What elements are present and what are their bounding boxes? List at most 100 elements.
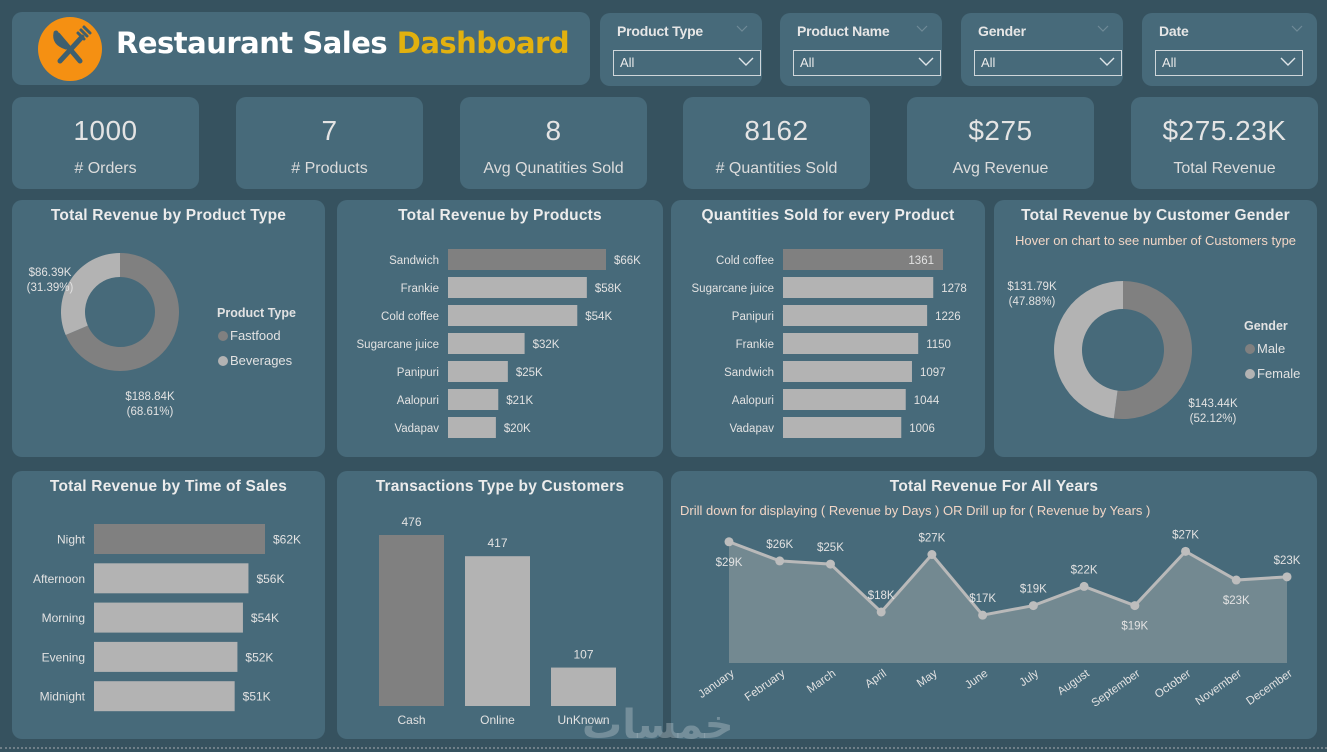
bar-sugarcane-juice [783, 277, 934, 298]
data-label: $18K [868, 590, 895, 602]
category-label: Cold coffee [716, 255, 774, 267]
category-label: Sugarcane juice [357, 339, 439, 351]
data-label: $23K [1223, 595, 1250, 607]
data-point [724, 537, 734, 547]
category-label: Sandwich [389, 255, 439, 267]
chevron-down-icon[interactable] [736, 25, 748, 33]
chevron-down-icon [1280, 57, 1296, 66]
chevron-down-icon [918, 57, 934, 66]
category-label: Aalopuri [732, 395, 774, 407]
dropdown-value: All [800, 55, 815, 70]
legend-marker-fastfood [218, 331, 228, 341]
slicer-product-type: Product Type All [600, 13, 762, 86]
data-label-percent: (52.12%) [1190, 413, 1237, 425]
category-label: Sugarcane juice [692, 283, 774, 295]
legend-item-female: Female [1257, 366, 1300, 381]
legend-item-fastfood: Fastfood [230, 328, 281, 343]
data-label: $22K [1071, 564, 1098, 576]
donut-slice-male [1113, 281, 1193, 419]
legend-item-beverages: Beverages [230, 353, 293, 368]
data-label: $27K [1172, 529, 1199, 541]
chevron-down-icon[interactable] [1097, 25, 1109, 33]
data-label: $17K [969, 593, 996, 605]
legend-item-male: Male [1257, 341, 1285, 356]
data-label: $26K [766, 539, 793, 551]
gender-dropdown[interactable]: All [974, 50, 1122, 76]
data-point [1130, 601, 1140, 611]
bar-cold-coffee [783, 249, 943, 270]
data-point [1181, 546, 1191, 556]
chevron-down-icon [738, 57, 754, 66]
kpi-value: 8162 [744, 115, 809, 146]
date-dropdown[interactable]: All [1155, 50, 1303, 76]
category-label: Vadapav [394, 423, 439, 435]
slicer-product-name: Product Name All [780, 13, 942, 86]
kpi-value: 8 [545, 115, 562, 146]
chart-title: Total Revenue by Products [398, 207, 602, 224]
data-label-percent: (47.88%) [1009, 296, 1056, 308]
chart-title: Total Revenue by Time of Sales [49, 478, 288, 495]
data-label-value: $188.84K [125, 391, 175, 403]
data-point [876, 607, 886, 617]
kpi-quantities-sold: 8162 # Quantities Sold [683, 97, 870, 189]
data-label-percent: (68.61%) [127, 406, 174, 418]
bar-aalopuri [448, 389, 499, 410]
chevron-down-icon[interactable] [1291, 25, 1303, 33]
chart-title: Total Revenue by Customer Gender [1021, 207, 1290, 224]
bar-midnight [94, 681, 235, 712]
category-label: Morning [42, 611, 85, 625]
bar-sugarcane-juice [448, 333, 525, 354]
data-label: $20K [504, 423, 531, 435]
logo [38, 17, 102, 81]
dashboard-header: Restaurant Sales Dashboard [12, 12, 590, 85]
data-label-value: $143.44K [1188, 398, 1238, 410]
kpi-label: # Orders [74, 160, 137, 177]
product-type-donut-chart[interactable]: $188.84K (68.61%) $86.39K (31.39%) Product T… [12, 200, 325, 457]
chevron-down-icon[interactable] [916, 25, 928, 33]
category-label: Panipuri [397, 367, 439, 379]
data-point [978, 610, 988, 620]
data-point [1231, 575, 1241, 585]
data-label: $58K [595, 283, 622, 295]
x-tick-label: September [1090, 668, 1143, 710]
kpi-value: 1000 [73, 115, 138, 146]
legend-marker-male [1245, 344, 1255, 354]
kpi-value: 7 [321, 115, 338, 146]
revenue-by-products-bar-chart[interactable]: Sandwich $66K Frankie $58K Cold coffee $54K Su… [337, 200, 663, 457]
legend-title: Gender [1244, 319, 1288, 333]
category-label: Cold coffee [381, 311, 439, 323]
bar-evening [94, 641, 238, 672]
product-name-dropdown[interactable]: All [793, 50, 941, 76]
data-label: 417 [487, 536, 507, 550]
column-cash [379, 535, 444, 706]
dropdown-value: All [1162, 55, 1177, 70]
data-label: $21K [506, 395, 533, 407]
data-label: $29K [716, 557, 743, 569]
chart-subtitle: Hover on chart to see number of Customer… [1014, 233, 1297, 248]
data-label: 1361 [908, 255, 934, 267]
data-label-percent: (31.39%) [27, 282, 74, 294]
slicer-label: Gender [978, 23, 1026, 39]
transactions-type-column-chart[interactable]: 476 Cash 417 Online 107 UnKnown [337, 471, 663, 739]
donut-slice-fastfood [65, 253, 179, 371]
quantities-sold-card: Quantities Sold for every Product Cold c… [671, 200, 985, 457]
revenue-by-products-card: Total Revenue by Products Sandwich $66K Fr… [337, 200, 663, 457]
x-tick-label: October [1153, 668, 1194, 701]
gender-donut-chart[interactable]: $143.44K (52.12%) $131.79K (47.88%) Gender Ma… [994, 200, 1317, 457]
data-label: $54K [251, 611, 279, 625]
series-line [728, 540, 1288, 617]
kpi-avg-revenue: $275 Avg Revenue [907, 97, 1094, 189]
data-label: $25K [516, 367, 543, 379]
revenue-by-product-type-card: Total Revenue by Product Type $188.84K (6… [12, 200, 325, 457]
product-type-dropdown[interactable]: All [613, 50, 761, 76]
data-label: $32K [533, 339, 560, 351]
bar-vadapav [783, 417, 902, 438]
bar-frankie [783, 333, 919, 354]
data-label: $62K [273, 533, 301, 547]
quantities-sold-bar-chart[interactable]: Cold coffee 1361 Sugarcane juice 1278 Panipu… [671, 200, 985, 457]
revenue-all-years-area-chart[interactable]: $29K January $26K February $25K March $18K Apri… [671, 471, 1317, 739]
revenue-by-time-card: Total Revenue by Time of Sales Night $62K… [12, 471, 325, 739]
revenue-by-time-bar-chart[interactable]: Night $62K Afternoon $56K Morning $54K Evening… [12, 471, 325, 739]
slicer-label: Product Name [797, 23, 890, 39]
transactions-type-card: Transactions Type by Customers 476 Cash 41… [337, 471, 663, 739]
